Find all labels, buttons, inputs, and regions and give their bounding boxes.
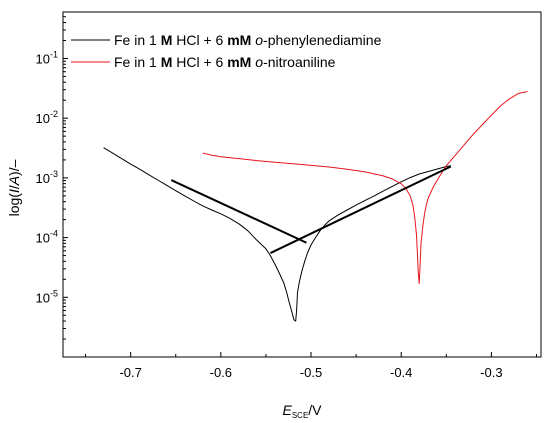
y-axis-title: log(I/A)/–	[6, 159, 22, 216]
x-axis: -0.7 -0.6 -0.5 -0.4 -0.3	[85, 352, 537, 380]
y-tick-label: 10-4	[36, 229, 58, 246]
y-tick-label: 10-2	[36, 109, 58, 126]
y-axis: 10-5 10-4 10-3 10-2 10-1	[36, 16, 68, 340]
x-tick-label: -0.5	[300, 365, 322, 380]
plot-frame	[62, 11, 542, 358]
x-tick-label: -0.4	[390, 365, 412, 380]
y-tick-label: 10-5	[36, 288, 58, 305]
x-tick-label: -0.6	[210, 365, 232, 380]
tafel-line-0	[170, 179, 307, 244]
tafel-lines	[170, 165, 452, 254]
series-1-line	[202, 91, 528, 284]
legend-entry-series-0: Fe in 1 M HCl + 6 mM o-phenylenediamine	[114, 32, 382, 48]
y-tick-label: 10-3	[36, 169, 58, 186]
legend: Fe in 1 M HCl + 6 mM o-phenylenediamine …	[71, 32, 382, 70]
series-layer	[103, 91, 528, 322]
x-tick-label: -0.3	[480, 365, 502, 380]
x-tick-label: -0.7	[119, 365, 141, 380]
tafel-line-1	[270, 165, 452, 254]
series-0-line	[103, 147, 451, 322]
x-axis-title: ESCE/V	[282, 402, 322, 420]
y-tick-label: 10-1	[36, 49, 58, 66]
legend-entry-series-1: Fe in 1 M HCl + 6 mM o-nitroaniline	[114, 54, 336, 70]
